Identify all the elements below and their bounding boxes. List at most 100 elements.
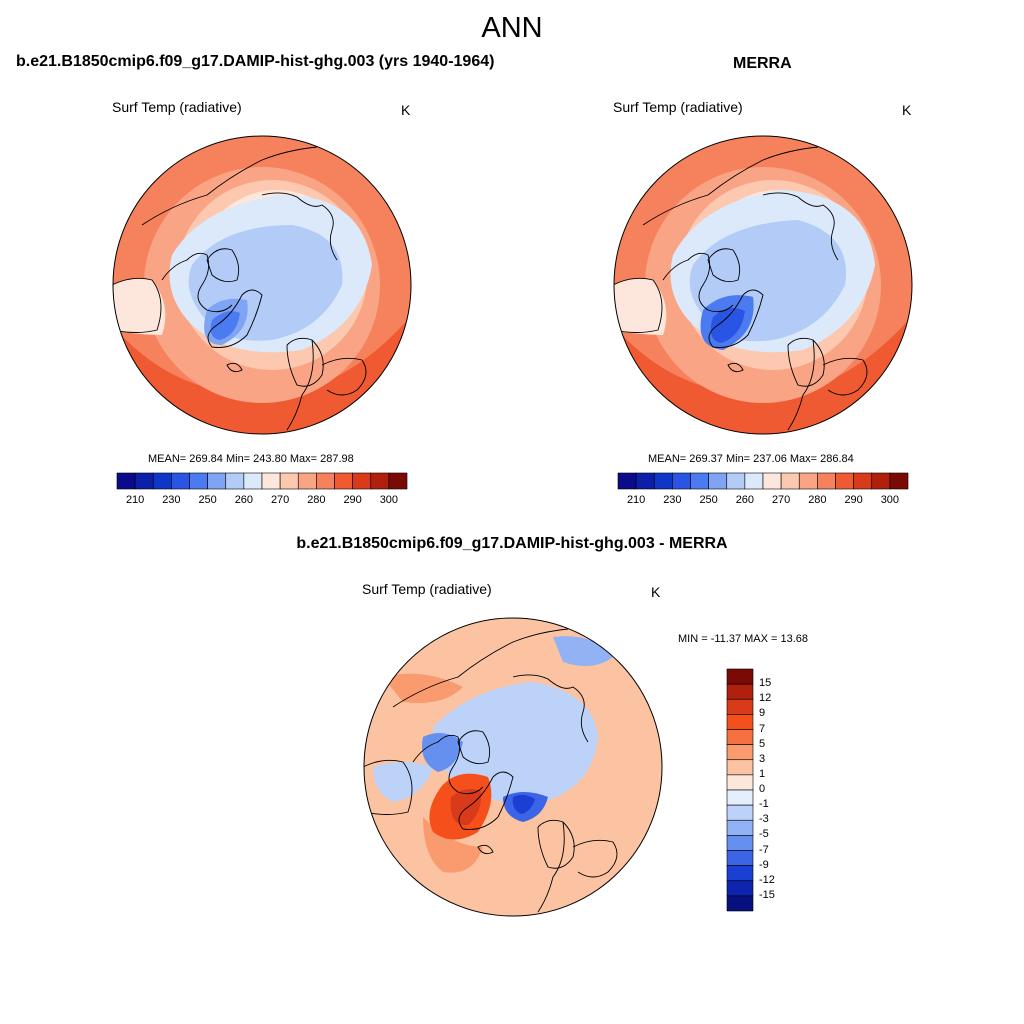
units-label-model: K [401, 102, 411, 118]
colorbar-diff-tick-label: 9 [759, 707, 766, 720]
colorbar-model-swatch [334, 472, 353, 490]
colorbar-merra-swatch [672, 472, 691, 490]
colorbar-ticks-diff: 15 12 9 7 5 3 1 0 -1 -3 -5 -7 -9 -12 -15 [759, 669, 799, 911]
polar-map-model [112, 135, 412, 435]
colorbar-merra-tick-label: 250 [699, 494, 718, 506]
colorbar-merra-swatch [798, 472, 818, 490]
colorbar-diff-swatch [726, 683, 754, 700]
colorbar-diff-tick-label: -5 [759, 828, 769, 841]
polar-map-merra [613, 135, 913, 435]
colorbar-merra-swatch [871, 472, 891, 490]
colorbar-ticks-merra: 210 230 250 260 270 280 290 300 [618, 494, 908, 508]
colorbar-merra-tick-label: 210 [626, 494, 646, 506]
colorbar-model-swatch [388, 472, 408, 490]
colorbar-diff-swatch [726, 804, 754, 821]
stats-model: MEAN= 269.84 Min= 243.80 Max= 287.98 [148, 453, 354, 465]
colorbar-merra-tick-label: 260 [735, 494, 755, 506]
colorbar-model-tick-label: 280 [307, 494, 326, 506]
colorbar-model-swatch [152, 472, 172, 490]
colorbar-diff-tick-label: -12 [759, 873, 775, 886]
colorbar-model-swatch [116, 472, 136, 490]
panel-title-diff: b.e21.B1850cmip6.f09_g17.DAMIP-hist-ghg.… [296, 535, 728, 552]
colorbar-ticks-model: 210 230 250 260 270 280 290 300 [117, 494, 407, 508]
colorbar-model-tick-label: 270 [270, 494, 290, 506]
colorbar-model-swatch [207, 472, 227, 490]
colorbar-merra-tick-label: 230 [663, 494, 682, 506]
colorbar-merra-swatch [780, 472, 800, 490]
colorbar-model-tick-label: 230 [162, 494, 181, 506]
stats-merra: MEAN= 269.37 Min= 237.06 Max= 286.84 [648, 453, 854, 465]
colorbar-diff-swatch [726, 729, 754, 745]
colorbar-merra-swatch [635, 472, 655, 490]
colorbar-diff-tick-label: 7 [759, 722, 766, 735]
colorbar-model-swatch [297, 472, 317, 490]
colorbar-diff-tick-label: -7 [759, 843, 769, 856]
colorbar-diff-tick-label: 3 [759, 752, 766, 765]
colorbar-merra-swatch [653, 472, 673, 490]
colorbar-abs-merra [617, 472, 909, 490]
colorbar-model-tick-label: 250 [198, 494, 217, 506]
colorbar-diff-tick-label: 15 [759, 677, 772, 690]
colorbar-merra-tick-label: 280 [808, 494, 827, 506]
colorbar-diff-swatch [726, 668, 754, 685]
colorbar-diff-swatch [726, 880, 754, 897]
units-label-diff: K [651, 584, 661, 600]
colorbar-merra-tick-label: 300 [880, 494, 900, 506]
colorbar-merra-swatch [726, 472, 746, 490]
colorbar-model-tick-label: 300 [379, 494, 399, 506]
colorbar-diff-swatch [726, 744, 754, 761]
colorbar-model-swatch [279, 472, 299, 490]
variable-label-model: Surf Temp (radiative) [112, 99, 242, 115]
colorbar-model-tick-label: 290 [343, 494, 362, 506]
colorbar-model-swatch [370, 472, 390, 490]
colorbar-merra-swatch [889, 472, 909, 490]
colorbar-diff-swatch [726, 865, 754, 882]
colorbar-diff-swatch [726, 850, 754, 866]
colorbar-model-tick-label: 210 [125, 494, 145, 506]
colorbar-abs-model [116, 472, 408, 490]
colorbar-diff-swatch [726, 698, 754, 715]
colorbar-diff-swatch [726, 759, 754, 776]
polar-map-diff [363, 617, 663, 917]
colorbar-diff-tick-label: -3 [759, 813, 769, 826]
colorbar-model-swatch [261, 472, 281, 490]
stats-diff: MIN = -11.37 MAX = 13.68 [678, 633, 809, 645]
units-label-merra: K [902, 102, 912, 118]
colorbar-diff-tick-label: 12 [759, 692, 772, 705]
colorbar-merra-swatch [744, 472, 764, 490]
colorbar-diff-tick-label: -9 [759, 858, 769, 871]
colorbar-merra-swatch [762, 472, 782, 490]
colorbar-model-swatch [134, 472, 154, 490]
colorbar-diff-tick-label: 5 [759, 737, 766, 750]
panel-title-model: b.e21.B1850cmip6.f09_g17.DAMIP-hist-ghg.… [16, 53, 495, 70]
colorbar-merra-swatch [817, 472, 836, 490]
colorbar-diff-swatch [726, 774, 754, 791]
colorbar-diff-tick-label: -15 [759, 888, 775, 901]
variable-label-diff: Surf Temp (radiative) [362, 581, 492, 597]
colorbar-merra-swatch [835, 472, 854, 490]
colorbar-merra-tick-label: 270 [771, 494, 791, 506]
colorbar-model-swatch [189, 472, 208, 490]
colorbar-merra-tick-label: 290 [844, 494, 863, 506]
colorbar-merra-swatch [853, 472, 873, 490]
colorbar-model-swatch [225, 472, 245, 490]
colorbar-diff-swatch [726, 835, 754, 851]
colorbar-model-swatch [316, 472, 335, 490]
colorbar-merra-swatch [708, 472, 728, 490]
colorbar-model-swatch [171, 472, 190, 490]
colorbar-diff-swatch [726, 895, 754, 912]
colorbar-diff-tick-label: 0 [759, 783, 766, 795]
colorbar-merra-swatch [617, 472, 637, 490]
colorbar-model-swatch [352, 472, 372, 490]
colorbar-diff [726, 668, 754, 912]
colorbar-diff-tick-label: 1 [759, 767, 766, 780]
figure-title: ANN [481, 12, 543, 44]
colorbar-diff-swatch [726, 714, 754, 730]
colorbar-merra-swatch [690, 472, 709, 490]
colorbar-model-swatch [243, 472, 263, 490]
colorbar-diff-tick-label: -1 [759, 798, 769, 811]
panel-title-merra: MERRA [733, 55, 792, 72]
colorbar-diff-swatch [726, 789, 754, 806]
colorbar-diff-swatch [726, 819, 754, 836]
variable-label-merra: Surf Temp (radiative) [613, 99, 743, 115]
